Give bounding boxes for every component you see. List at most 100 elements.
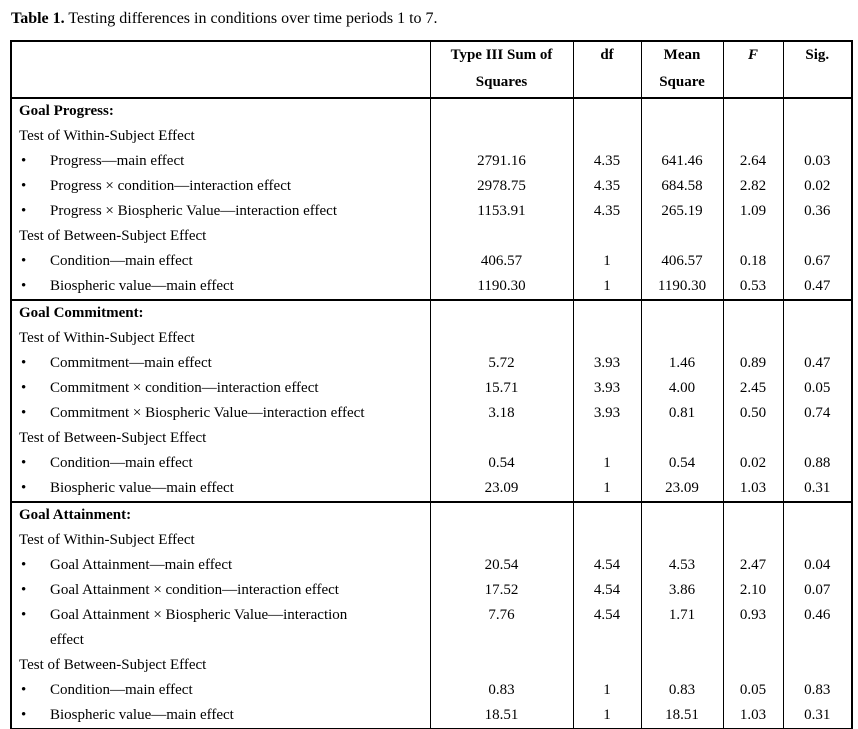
row-label-cell: • Commitment × condition—interaction effe… (10, 376, 430, 401)
value-cell: 641.46 (640, 149, 723, 174)
value-cell: 1.09 (722, 199, 783, 224)
value-cell (572, 224, 641, 249)
column-header-df: df (572, 41, 641, 99)
value-cell: 1 (572, 703, 641, 729)
section-row: Goal Attainment: (10, 501, 852, 528)
value-cell: 3.93 (572, 376, 641, 401)
value-cell: 0.07 (782, 578, 852, 603)
value-cell: 5.72 (429, 351, 573, 376)
row-label-cell: • Condition—main effect (10, 451, 430, 476)
section-row: Goal Commitment: (10, 299, 852, 326)
bullet-icon: • (21, 203, 27, 219)
data-row: • Progress × Biospheric Value—interaction… (10, 199, 852, 224)
value-cell (722, 528, 783, 553)
row-label-cell: Goal Progress: (10, 97, 430, 124)
value-cell: 1190.30 (429, 274, 573, 300)
header-row: Type III Sum of Squares df Mean Square F… (10, 41, 852, 99)
row-label-cell: Goal Commitment: (10, 299, 430, 326)
value-cell (572, 124, 641, 149)
row-label: Progress × Biospheric Value—interaction … (50, 203, 337, 219)
value-cell (572, 97, 641, 124)
row-label-cell: • Biospheric value—main effect (10, 703, 430, 729)
value-cell: 2978.75 (429, 174, 573, 199)
value-cell (429, 326, 573, 351)
row-label-cell: Test of Within-Subject Effect (10, 528, 430, 553)
row-label-cell: • Commitment × Biospheric Value—interacti… (10, 401, 430, 426)
value-cell: 1.03 (722, 476, 783, 502)
value-cell: 1.03 (722, 703, 783, 729)
value-cell: 0.67 (782, 249, 852, 274)
stats-table: Type III Sum of Squares df Mean Square F… (10, 40, 853, 729)
bullet-icon: • (21, 278, 27, 294)
value-cell: 1.46 (640, 351, 723, 376)
value-cell: 23.09 (429, 476, 573, 502)
row-label-cell: • Progress—main effect (10, 149, 430, 174)
row-label-cell: Test of Between-Subject Effect (10, 224, 430, 249)
value-cell: 2.64 (722, 149, 783, 174)
row-label: Goal Attainment: (19, 507, 132, 523)
value-cell: 4.54 (572, 553, 641, 578)
value-cell: 0.47 (782, 274, 852, 300)
row-label: Progress—main effect (50, 153, 185, 169)
value-cell (782, 501, 852, 528)
bullet-icon: • (21, 253, 27, 269)
value-cell: 406.57 (429, 249, 573, 274)
column-header-sum-of-squares: Type III Sum of Squares (429, 41, 573, 99)
value-cell (572, 501, 641, 528)
value-cell: 4.54 (572, 578, 641, 603)
row-label-cell: • Goal Attainment × Biospheric Value—inte… (10, 603, 430, 653)
value-cell (782, 653, 852, 678)
value-cell: 0.50 (722, 401, 783, 426)
subheader-row: Test of Within-Subject Effect (10, 124, 852, 149)
value-cell: 0.31 (782, 476, 852, 502)
value-cell (722, 124, 783, 149)
row-label-cell: Test of Between-Subject Effect (10, 426, 430, 451)
value-cell (722, 224, 783, 249)
subheader-row: Test of Between-Subject Effect (10, 224, 852, 249)
section-row: Goal Progress: (10, 97, 852, 124)
data-row: • Condition—main effect 0.54 1 0.54 0.02 0.88 (10, 451, 852, 476)
subheader-row: Test of Within-Subject Effect (10, 528, 852, 553)
value-cell: 0.05 (782, 376, 852, 401)
column-header-f: F (722, 41, 783, 99)
data-row: • Commitment × condition—interaction effe… (10, 376, 852, 401)
row-label-cell: • Progress × condition—interaction effect (10, 174, 430, 199)
row-label: Biospheric value—main effect (50, 278, 234, 294)
value-cell (572, 653, 641, 678)
value-cell (640, 97, 723, 124)
value-cell: 4.35 (572, 199, 641, 224)
value-cell (429, 501, 573, 528)
value-cell (782, 124, 852, 149)
value-cell: 2.10 (722, 578, 783, 603)
data-row: • Goal Attainment × Biospheric Value—inte… (10, 603, 852, 653)
table-caption-text: Testing differences in conditions over t… (64, 10, 438, 27)
column-header-mean-square: Mean Square (640, 41, 723, 99)
bullet-icon: • (21, 355, 27, 371)
value-cell: 684.58 (640, 174, 723, 199)
value-cell: 17.52 (429, 578, 573, 603)
data-row: • Biospheric value—main effect 1190.30 1 119… (10, 274, 852, 300)
value-cell: 0.74 (782, 401, 852, 426)
row-label: Test of Between-Subject Effect (19, 228, 207, 244)
value-cell: 1 (572, 476, 641, 502)
value-cell (722, 97, 783, 124)
row-label-cell: • Progress × Biospheric Value—interaction… (10, 199, 430, 224)
value-cell: 4.00 (640, 376, 723, 401)
column-header-empty (10, 41, 430, 99)
value-cell: 3.86 (640, 578, 723, 603)
row-label: Test of Between-Subject Effect (19, 657, 207, 673)
data-row: • Commitment—main effect 5.72 3.93 1.46 0.89 0… (10, 351, 852, 376)
value-cell: 0.18 (722, 249, 783, 274)
value-cell: 0.83 (782, 678, 852, 703)
value-cell: 1 (572, 678, 641, 703)
value-cell: 0.54 (429, 451, 573, 476)
value-cell: 0.05 (722, 678, 783, 703)
row-label-cell: • Goal Attainment—main effect (10, 553, 430, 578)
bullet-icon: • (21, 607, 27, 623)
value-cell: 0.83 (429, 678, 573, 703)
value-cell (429, 299, 573, 326)
value-cell: 1 (572, 451, 641, 476)
value-cell: 15.71 (429, 376, 573, 401)
row-label: Test of Between-Subject Effect (19, 430, 207, 446)
